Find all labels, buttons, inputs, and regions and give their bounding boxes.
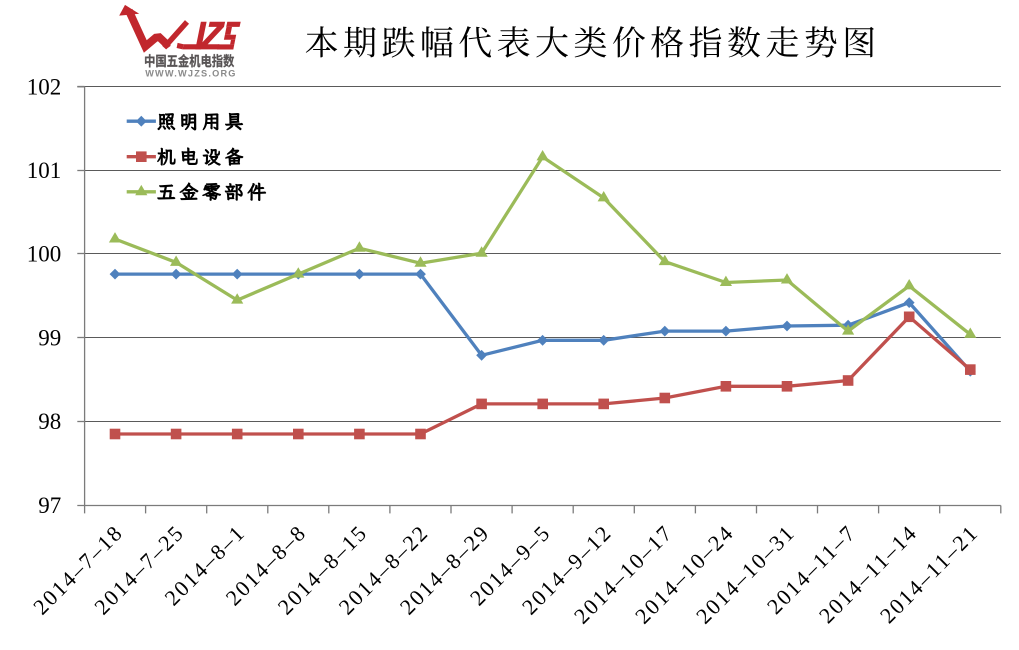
svg-text:WWW.WJZS.ORG: WWW.WJZS.ORG	[145, 68, 236, 78]
svg-text:97: 97	[38, 493, 61, 518]
svg-text:99: 99	[38, 326, 61, 351]
svg-text:102: 102	[27, 74, 62, 99]
svg-text:100: 100	[27, 242, 62, 267]
svg-text:98: 98	[38, 409, 61, 434]
svg-text:101: 101	[27, 158, 62, 183]
